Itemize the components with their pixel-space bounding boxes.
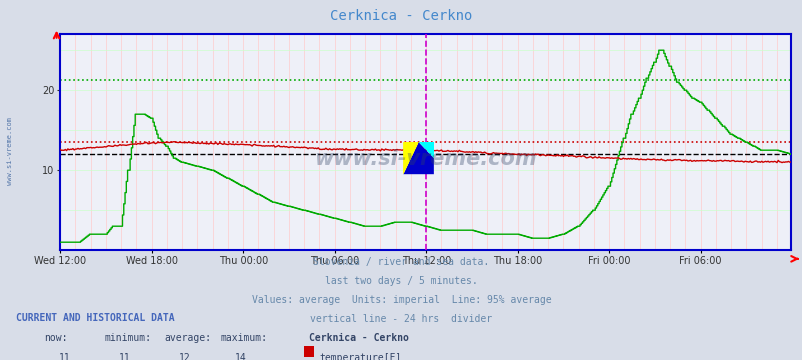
Text: last two days / 5 minutes.: last two days / 5 minutes. xyxy=(325,276,477,286)
Text: maximum:: maximum: xyxy=(221,333,268,343)
Text: Slovenia / river and sea data.: Slovenia / river and sea data. xyxy=(313,257,489,267)
Text: www.si-vreme.com: www.si-vreme.com xyxy=(6,117,13,185)
Text: Cerknica - Cerkno: Cerknica - Cerkno xyxy=(309,333,408,343)
Text: www.si-vreme.com: www.si-vreme.com xyxy=(314,149,537,170)
Text: CURRENT AND HISTORICAL DATA: CURRENT AND HISTORICAL DATA xyxy=(16,313,175,323)
Text: 12: 12 xyxy=(179,353,191,360)
Text: 11: 11 xyxy=(119,353,131,360)
Text: now:: now: xyxy=(44,333,67,343)
Polygon shape xyxy=(418,142,433,158)
Text: Cerknica - Cerkno: Cerknica - Cerkno xyxy=(330,9,472,23)
Text: 11: 11 xyxy=(59,353,71,360)
Text: vertical line - 24 hrs  divider: vertical line - 24 hrs divider xyxy=(310,314,492,324)
Polygon shape xyxy=(403,142,418,174)
Text: average:: average: xyxy=(164,333,212,343)
Text: temperature[F]: temperature[F] xyxy=(319,353,401,360)
Text: 14: 14 xyxy=(235,353,247,360)
Text: Values: average  Units: imperial  Line: 95% average: Values: average Units: imperial Line: 95… xyxy=(251,295,551,305)
Text: minimum:: minimum: xyxy=(104,333,152,343)
Polygon shape xyxy=(403,142,433,174)
